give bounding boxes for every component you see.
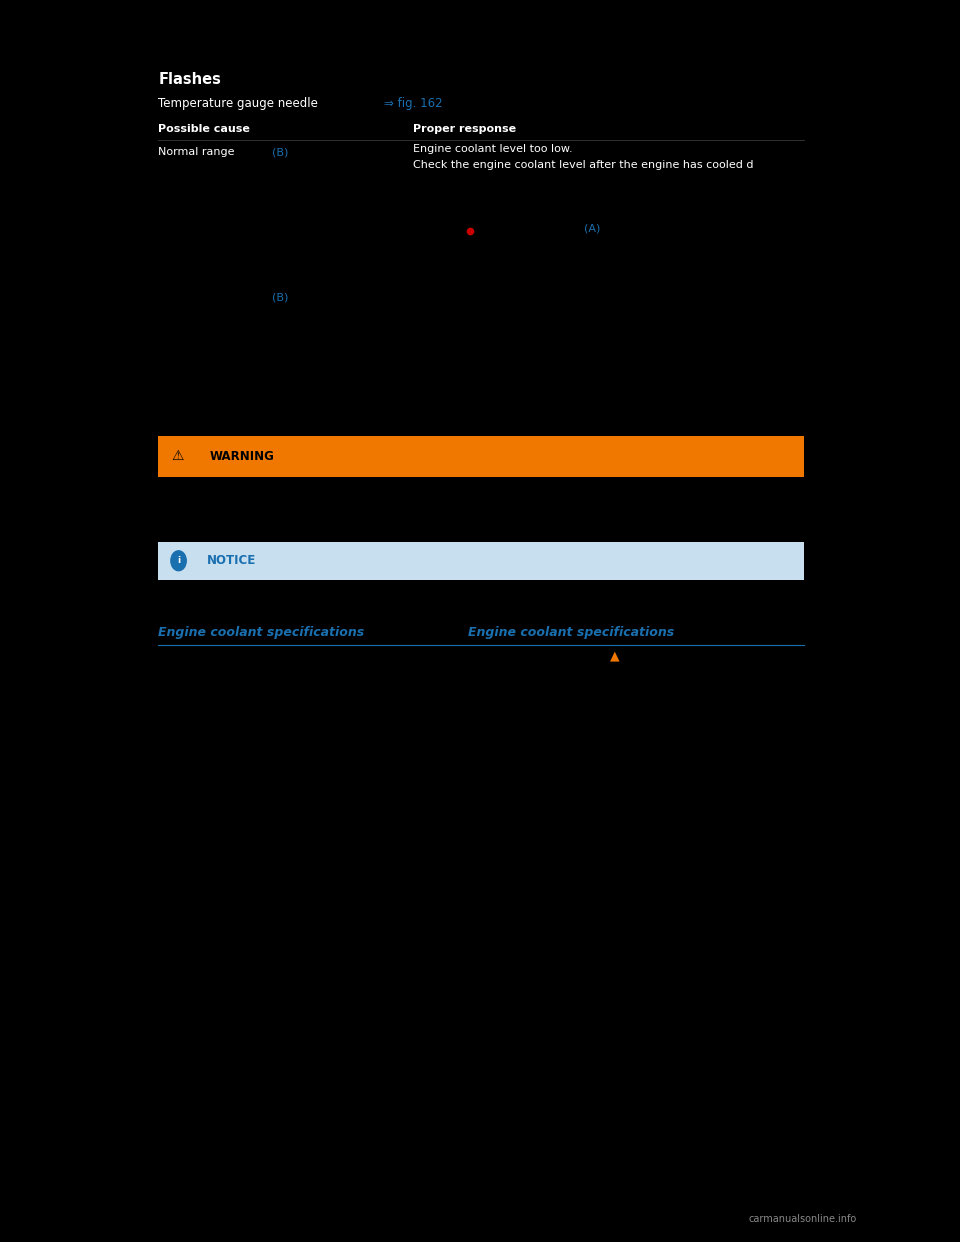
Text: (B): (B) — [272, 148, 288, 158]
Text: ▲: ▲ — [610, 650, 619, 662]
Text: Possible cause: Possible cause — [158, 124, 251, 134]
Text: Flashes: Flashes — [158, 72, 221, 87]
Text: (B): (B) — [272, 293, 288, 303]
Text: i: i — [177, 556, 180, 565]
Text: Normal range: Normal range — [158, 148, 235, 158]
Bar — [158, 542, 804, 580]
Text: Proper response: Proper response — [413, 124, 516, 134]
Bar — [158, 436, 804, 477]
Text: Check the engine coolant level after the engine has cooled d: Check the engine coolant level after the… — [413, 160, 754, 170]
Text: ⇒ fig. 162: ⇒ fig. 162 — [384, 97, 443, 109]
Text: Engine coolant specifications: Engine coolant specifications — [468, 626, 675, 638]
Text: carmanualsonline.info: carmanualsonline.info — [749, 1215, 857, 1225]
Text: ⚠: ⚠ — [171, 450, 183, 463]
Text: Engine coolant level too low.: Engine coolant level too low. — [413, 144, 572, 154]
Text: Temperature gauge needle: Temperature gauge needle — [158, 97, 319, 109]
Text: WARNING: WARNING — [209, 450, 275, 463]
Circle shape — [171, 551, 186, 571]
Text: Engine coolant specifications: Engine coolant specifications — [158, 626, 365, 638]
Text: (A): (A) — [584, 224, 600, 233]
Text: NOTICE: NOTICE — [206, 554, 255, 568]
